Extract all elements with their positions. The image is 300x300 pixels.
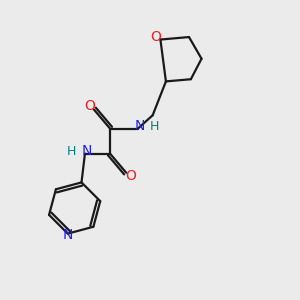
Text: H: H	[67, 145, 76, 158]
Text: O: O	[151, 30, 161, 44]
Text: O: O	[125, 169, 136, 183]
Text: H: H	[149, 120, 159, 133]
Text: O: O	[84, 99, 95, 113]
Text: N: N	[134, 119, 145, 134]
Text: N: N	[63, 228, 73, 242]
Text: N: N	[81, 145, 92, 158]
